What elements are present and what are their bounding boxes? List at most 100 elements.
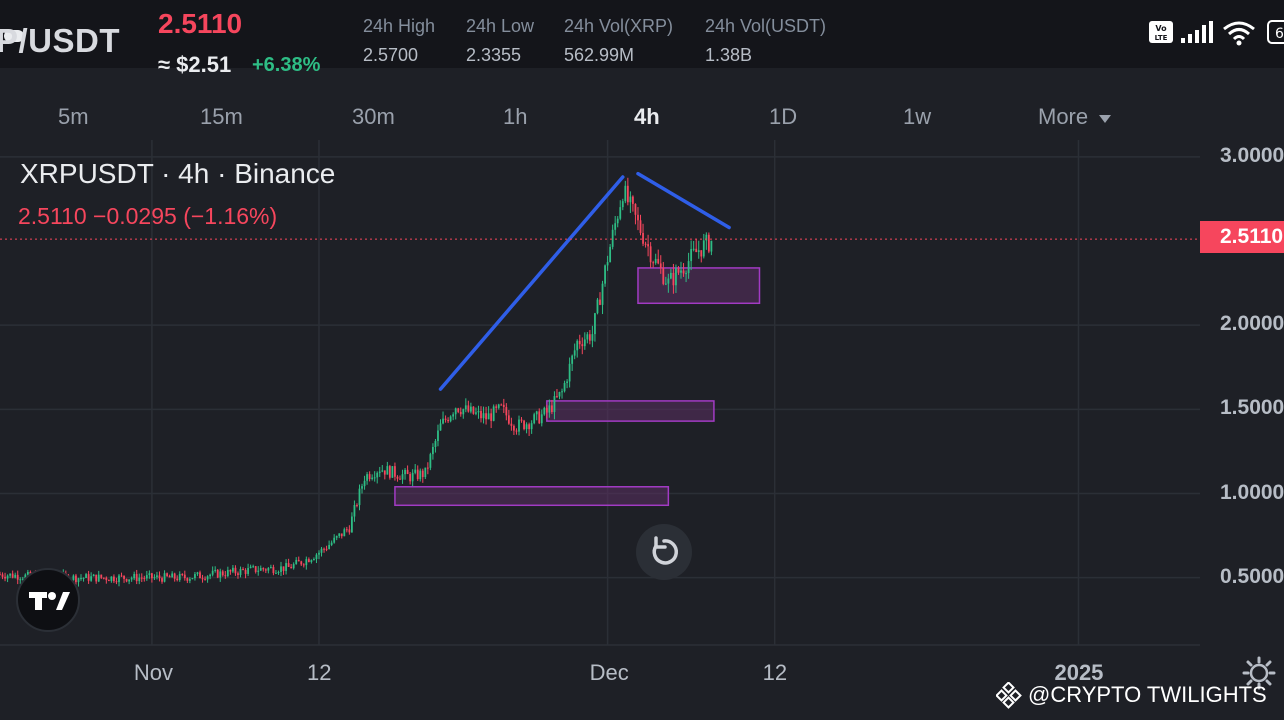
candle-body (201, 578, 204, 580)
candle-body (469, 406, 472, 412)
candle-body (513, 425, 515, 431)
candle-body (594, 313, 596, 335)
candle-body (302, 564, 305, 566)
candle-body (659, 263, 662, 268)
x-tick-label: 2025 (1054, 660, 1104, 685)
candle-body (568, 363, 571, 382)
candle-body (115, 581, 118, 583)
chat-bubble-icon[interactable] (4, 30, 24, 42)
candle-body (692, 248, 695, 250)
candle-body (75, 575, 77, 583)
candle-body (156, 575, 158, 578)
candle-body (0, 574, 1, 576)
candle-body (287, 563, 290, 567)
candle-body (333, 537, 336, 543)
tab-1h[interactable]: 1h (503, 104, 528, 129)
candle-body (125, 578, 128, 582)
pair-label[interactable]: P/USDT (0, 22, 121, 59)
candle-body (300, 561, 303, 565)
candle-body (269, 567, 272, 569)
settings-gear-icon[interactable] (1242, 656, 1276, 690)
candle-body (426, 467, 429, 469)
candle-body (366, 474, 368, 481)
candle-body (305, 559, 308, 566)
candle-body (204, 578, 206, 580)
candle-body (199, 572, 201, 579)
candle-body (621, 201, 624, 208)
candle-body (237, 573, 239, 575)
current-price-tag: 2.5110 (1200, 221, 1284, 253)
candle-body (502, 404, 505, 408)
candle-body (340, 533, 343, 537)
candle-body (419, 470, 422, 480)
candle-body (685, 273, 687, 275)
support-zone[interactable] (637, 267, 761, 305)
tab-1w[interactable]: 1w (903, 104, 932, 129)
candle-body (376, 472, 379, 478)
candle-body (378, 471, 381, 473)
tab-15m[interactable]: 15m (200, 104, 243, 129)
candle-body (642, 232, 644, 244)
candle-body (85, 574, 87, 578)
candle-body (644, 243, 647, 245)
watermark-text: @CRYPTO TWILIGHTS (1028, 682, 1267, 707)
candle-body (588, 334, 591, 341)
candle-body (363, 480, 366, 487)
tradingview-logo[interactable] (16, 568, 80, 632)
candle-body (566, 381, 568, 383)
candle-body (414, 469, 417, 473)
x-tick-label: 12 (306, 660, 332, 685)
candle-body (472, 406, 475, 414)
candle-body (535, 411, 538, 415)
reset-chart-button[interactable] (636, 524, 692, 580)
trend-line[interactable] (636, 171, 731, 230)
y-tick-label: 3.0000 (1220, 143, 1284, 167)
chart-title: XRPUSDT · 4h · Binance (20, 158, 336, 189)
trend-line[interactable] (438, 175, 625, 391)
candle-body (330, 542, 333, 545)
candle-body (558, 391, 561, 397)
candle-body (234, 567, 237, 574)
candle-body (290, 566, 293, 569)
candle-body (186, 578, 189, 581)
tab-4h[interactable]: 4h (634, 104, 660, 129)
candle-body (442, 418, 444, 424)
support-zone[interactable] (394, 486, 670, 507)
candle-body (528, 424, 531, 430)
candle-body (383, 470, 386, 475)
candle-body (619, 207, 622, 219)
candle-body (292, 564, 295, 569)
candle-body (416, 469, 419, 480)
tab-30m[interactable]: 30m (352, 104, 395, 129)
candle-body (310, 560, 313, 563)
candle-body (100, 574, 103, 578)
candle-body (664, 283, 667, 285)
battery-icon: 6 (1267, 20, 1284, 44)
candle-body (178, 573, 181, 581)
candle-body (604, 265, 606, 284)
candle-body (637, 214, 639, 221)
candle-body (545, 407, 548, 413)
approx-price: ≈ $2.51 (158, 52, 232, 77)
tab-more[interactable]: More (1038, 104, 1112, 130)
candle-body (239, 568, 242, 575)
candle-body (133, 574, 136, 579)
candle-body (11, 573, 14, 578)
candle-body (396, 476, 399, 479)
candle-body (168, 576, 171, 578)
candle-body (434, 441, 437, 447)
candle-body (700, 250, 703, 257)
tab-1d[interactable]: 1D (769, 104, 798, 129)
candle-body (702, 240, 705, 257)
candle-body (280, 566, 282, 572)
candle-body (358, 488, 361, 506)
candle-body (211, 570, 214, 575)
tab-5m[interactable]: 5m (58, 104, 89, 129)
x-tick-label: 12 (762, 660, 788, 685)
candle-body (120, 575, 123, 577)
support-zone[interactable] (546, 400, 715, 422)
candle-body (677, 268, 680, 273)
candle-body (123, 575, 125, 579)
candle-body (710, 240, 713, 252)
